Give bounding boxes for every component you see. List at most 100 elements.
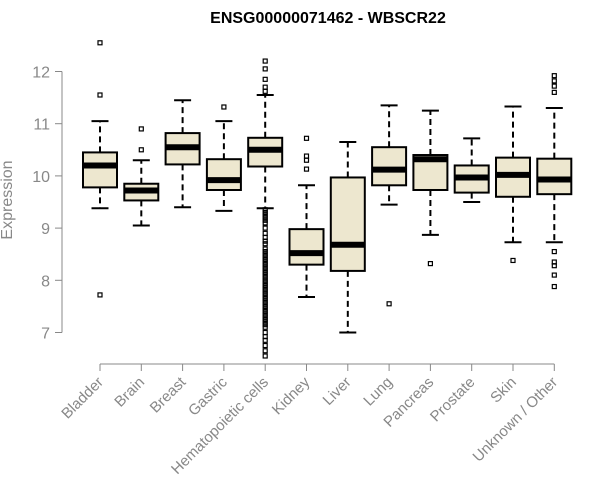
outlier-point bbox=[262, 209, 268, 216]
outlier-point bbox=[262, 58, 268, 64]
outlier-point bbox=[551, 283, 557, 290]
outlier-point bbox=[262, 225, 268, 231]
outlier-point bbox=[262, 337, 268, 343]
x-tick-label: Skin bbox=[487, 374, 520, 407]
box-lung bbox=[371, 104, 408, 307]
outlier-point bbox=[262, 280, 268, 286]
outlier-point bbox=[551, 83, 557, 89]
outlier-point bbox=[97, 92, 103, 98]
box-hematopoietic-cells bbox=[247, 58, 284, 359]
outlier-point bbox=[262, 298, 268, 304]
x-tick-label: Lung bbox=[360, 374, 396, 410]
x-tick-label: Prostate bbox=[427, 374, 479, 426]
box-liver bbox=[329, 140, 366, 334]
outlier-point bbox=[262, 322, 268, 328]
outlier-point bbox=[551, 248, 557, 255]
outlier-point bbox=[303, 153, 310, 159]
outlier-point bbox=[262, 256, 268, 263]
y-axis-label: Expression bbox=[0, 160, 16, 239]
outlier-point bbox=[262, 251, 268, 257]
outlier-point bbox=[262, 217, 268, 223]
outlier-point bbox=[262, 259, 268, 265]
boxes-group bbox=[82, 40, 573, 359]
outlier-point bbox=[262, 329, 268, 336]
box-breast bbox=[164, 99, 201, 209]
outlier-point bbox=[262, 248, 268, 255]
box-gastric bbox=[205, 104, 242, 212]
x-tick-label: Kidney bbox=[269, 373, 314, 418]
outlier-point bbox=[262, 238, 268, 244]
outlier-point bbox=[262, 262, 268, 268]
outlier-point bbox=[262, 282, 268, 289]
box-prostate bbox=[453, 137, 490, 203]
outlier-point bbox=[262, 342, 268, 349]
iqr-box bbox=[205, 158, 242, 191]
outlier-point bbox=[262, 288, 268, 294]
outlier-point bbox=[551, 78, 557, 84]
outlier-point bbox=[262, 215, 268, 221]
outlier-point bbox=[551, 263, 557, 269]
iqr-box bbox=[536, 157, 573, 196]
outlier-point bbox=[262, 88, 268, 94]
outlier-point bbox=[262, 207, 268, 213]
outlier-point bbox=[221, 104, 227, 110]
outlier-point bbox=[262, 275, 268, 281]
outlier-point bbox=[262, 212, 268, 218]
y-tick-label: 8 bbox=[41, 273, 50, 290]
box-kidney bbox=[288, 135, 325, 299]
iqr-box bbox=[82, 151, 118, 189]
y-tick-label: 7 bbox=[41, 326, 50, 343]
outlier-point bbox=[262, 264, 268, 270]
outlier-point bbox=[262, 293, 268, 299]
iqr-box bbox=[329, 176, 366, 272]
x-tick-label: Breast bbox=[147, 373, 190, 416]
outlier-point bbox=[262, 84, 268, 90]
outlier-point bbox=[262, 314, 268, 320]
outlier-point bbox=[262, 319, 268, 325]
box-skin bbox=[495, 105, 531, 264]
outlier-point bbox=[303, 135, 310, 141]
x-tick-label: Bladder bbox=[58, 374, 107, 423]
outlier-point bbox=[427, 260, 433, 267]
outlier-point bbox=[262, 230, 268, 236]
outlier-point bbox=[510, 257, 516, 264]
outlier-point bbox=[262, 309, 268, 315]
outlier-point bbox=[262, 324, 268, 330]
box-bladder bbox=[82, 40, 118, 298]
y-tick-label: 11 bbox=[33, 117, 50, 134]
outlier-point bbox=[262, 290, 268, 296]
x-tick-label: Liver bbox=[320, 374, 355, 409]
y-axis: 7 8 9 10 11 12 bbox=[32, 65, 63, 343]
iqr-box bbox=[371, 146, 408, 187]
outlier-point bbox=[262, 269, 268, 276]
x-tick-label: Brain bbox=[111, 374, 148, 411]
outlier-point bbox=[262, 272, 268, 278]
outlier-point bbox=[262, 306, 268, 312]
outlier-point bbox=[262, 277, 268, 283]
outlier-point bbox=[97, 40, 103, 46]
outlier-point bbox=[303, 166, 310, 172]
outlier-point bbox=[303, 157, 310, 163]
outlier-point bbox=[262, 241, 268, 247]
outlier-point bbox=[262, 295, 268, 302]
outlier-point bbox=[262, 76, 268, 82]
outlier-point bbox=[138, 147, 144, 153]
y-tick-label: 9 bbox=[41, 221, 50, 238]
outlier-point bbox=[262, 348, 268, 354]
outlier-point bbox=[97, 292, 103, 298]
outlier-point bbox=[262, 316, 268, 323]
outlier-point bbox=[138, 126, 144, 132]
y-tick-label: 12 bbox=[32, 65, 50, 82]
outlier-point bbox=[262, 267, 268, 273]
box-unknown-other bbox=[536, 73, 573, 290]
box-brain bbox=[123, 126, 160, 227]
outlier-point bbox=[262, 254, 268, 260]
y-tick-label: 10 bbox=[32, 169, 50, 186]
outlier-point bbox=[551, 272, 557, 278]
outlier-point bbox=[551, 89, 557, 95]
outlier-point bbox=[386, 301, 392, 307]
outlier-point bbox=[262, 285, 268, 291]
